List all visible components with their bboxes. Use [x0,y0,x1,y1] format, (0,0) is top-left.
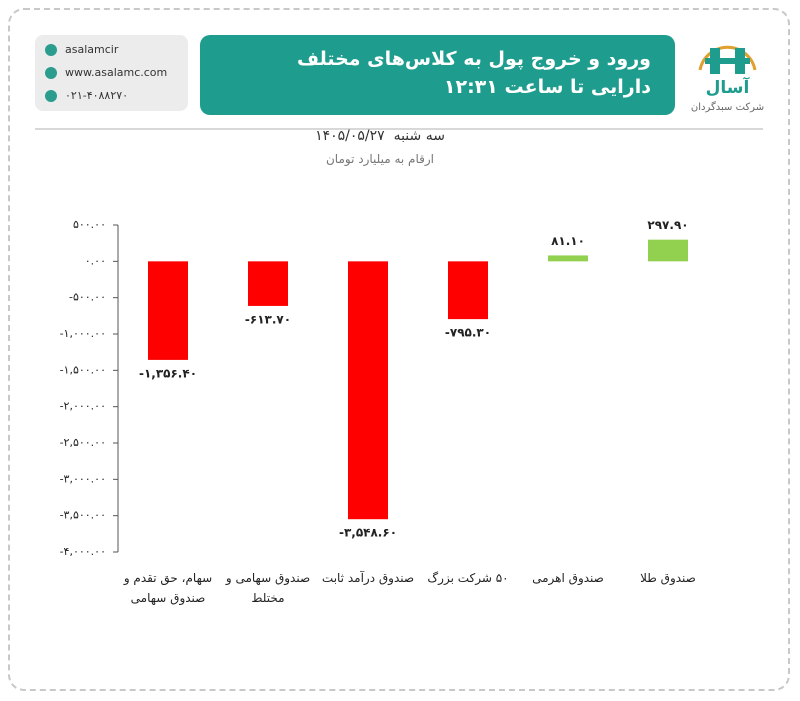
chart-title: ورود و خروج پول به کلاس‌های مختلف دارایی… [200,35,675,115]
bar [248,261,288,306]
date: ۱۴۰۵/۰۵/۲۷ [315,128,385,144]
contact-text: asalamcir [65,43,119,56]
y-tick-label: -۳,۵۰۰.۰۰ [60,509,106,522]
contact-social: asalamcir [45,41,118,59]
y-tick-label: -۱,۵۰۰.۰۰ [60,363,106,376]
chart-subtitle: ارقام به میلیارد تومان [325,152,435,166]
logo-name: آسال [705,78,750,98]
y-tick-label: -۵۰۰.۰۰ [69,291,106,304]
date-line: سه شنبه ۱۴۰۵/۰۵/۲۷ [250,128,510,144]
contact-text: ۰۲۱-۴۰۸۸۲۷۰ [65,89,129,102]
value-label: -۱,۳۵۶.۴۰ [139,366,197,380]
y-tick-label: -۲,۰۰۰.۰۰ [60,400,106,413]
value-label: ۲۹۷.۹۰ [647,218,688,232]
bar [548,255,588,262]
x-tick-label: ۵۰ شرکت بزرگ [427,571,509,585]
value-label: -۶۱۳.۷۰ [245,312,291,326]
value-label: ۸۱.۱۰ [551,234,585,248]
y-tick-label: -۲,۵۰۰.۰۰ [60,436,106,449]
frame [8,8,790,691]
logo: آسال شرکت سبدگردان [680,30,775,120]
x-tick-label: صندوق درآمد ثابت [321,571,415,585]
bar [348,261,388,520]
x-tick-label: صندوق اهرمی [532,571,604,585]
logo-mark [698,45,757,74]
bar [148,261,188,360]
value-label: -۳,۵۴۸.۶۰ [339,526,397,540]
contact-box: asalamcir www.asalamc.com ۰۲۱-۴۰۸۸۲۷۰ [35,35,188,111]
value-label: -۷۹۵.۳۰ [445,326,491,340]
x-tick-label: صندوق سهامی و مختلط [225,571,311,605]
x-tick-label: سهام، حق تقدم و صندوق سهامی [123,571,213,605]
contact-phone: ۰۲۱-۴۰۸۸۲۷۰ [45,87,128,105]
y-tick-label: -۴,۰۰۰.۰۰ [60,545,106,558]
contact-web: www.asalamc.com [45,64,167,82]
weekday: سه شنبه [393,128,445,144]
bar [448,261,488,320]
contact-text: www.asalamc.com [65,66,168,79]
x-tick-label: صندوق طلا [640,571,696,585]
y-tick-label: ۵۰۰.۰۰ [73,218,106,231]
bar [648,239,688,262]
y-tick-label: -۱,۰۰۰.۰۰ [60,327,106,340]
divider [35,128,763,130]
y-tick-label: ۰.۰۰ [85,254,106,267]
y-tick-label: -۳,۰۰۰.۰۰ [60,472,106,485]
logo-tagline: شرکت سبدگردان [690,102,765,113]
